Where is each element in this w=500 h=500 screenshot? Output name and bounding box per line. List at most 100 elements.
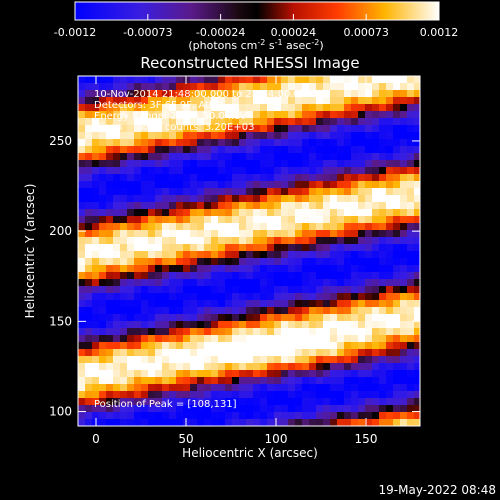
heatmap-cell (344, 195, 352, 203)
heatmap-cell (365, 160, 373, 168)
heatmap-cell (246, 321, 254, 329)
heatmap-cell (288, 209, 296, 217)
heatmap-cell (372, 139, 380, 147)
heatmap-cell (211, 363, 219, 371)
heatmap-cell (330, 146, 338, 154)
heatmap-cell (106, 412, 114, 420)
heatmap-cell (99, 195, 107, 203)
heatmap-cell (400, 370, 408, 378)
x-tick-label: 150 (355, 432, 378, 446)
heatmap-cell (358, 188, 366, 196)
heatmap-cell (246, 391, 254, 399)
heatmap-cell (155, 244, 163, 252)
heatmap-cell (232, 321, 240, 329)
heatmap-cell (365, 279, 373, 287)
heatmap-cell (197, 76, 205, 84)
heatmap-cell (169, 97, 177, 105)
heatmap-cell (239, 272, 247, 280)
heatmap-cell (176, 167, 184, 175)
heatmap-cell (99, 412, 107, 420)
heatmap-cell (316, 342, 324, 350)
heatmap-cell (393, 419, 401, 426)
heatmap-cell (393, 384, 401, 392)
heatmap-cell (85, 216, 93, 224)
annotation-detectors: Detectors: 3F 6F 9F, Att 0 (94, 100, 222, 111)
heatmap-cell (127, 153, 135, 161)
heatmap-cell (351, 405, 359, 413)
heatmap-cell (211, 237, 219, 245)
heatmap-cell (120, 363, 128, 371)
heatmap-cell (92, 384, 100, 392)
heatmap-cell (232, 76, 240, 84)
heatmap-cell (134, 419, 142, 426)
heatmap-cell (260, 139, 268, 147)
heatmap-cell (113, 279, 121, 287)
heatmap-cell (316, 97, 324, 105)
heatmap-cell (239, 251, 247, 259)
heatmap-cell (204, 97, 212, 105)
heatmap-cell (211, 412, 219, 420)
heatmap-cell (379, 125, 387, 133)
heatmap-cell (246, 132, 254, 140)
heatmap-cell (155, 188, 163, 196)
heatmap-cell (197, 398, 205, 406)
heatmap-cell (309, 412, 317, 420)
heatmap-cell (162, 83, 170, 91)
heatmap-cell (176, 251, 184, 259)
heatmap-cell (372, 181, 380, 189)
heatmap-cell (78, 90, 86, 98)
heatmap-cell (344, 328, 352, 336)
heatmap-cell (225, 195, 233, 203)
heatmap-cell (141, 230, 149, 238)
heatmap-cell (351, 104, 359, 112)
heatmap-cell (162, 118, 170, 126)
heatmap-cell (379, 377, 387, 385)
heatmap-cell (393, 356, 401, 364)
heatmap-cell (393, 223, 401, 231)
heatmap-cell (169, 167, 177, 175)
heatmap-cell (323, 342, 331, 350)
heatmap-cell (162, 286, 170, 294)
heatmap-cell (358, 125, 366, 133)
heatmap-cell (141, 307, 149, 315)
heatmap-cell (183, 265, 191, 273)
colorbar-tick-label: -0.0012 (54, 26, 96, 39)
heatmap-cell (414, 125, 420, 133)
heatmap-cell (127, 160, 135, 168)
heatmap-cell (407, 146, 415, 154)
heatmap-cell (99, 139, 107, 147)
heatmap-cell (337, 307, 345, 315)
heatmap-cell (246, 363, 254, 371)
heatmap-cell (232, 237, 240, 245)
heatmap-cell (176, 188, 184, 196)
heatmap-cell (204, 132, 212, 140)
heatmap-cell (78, 370, 86, 378)
heatmap-cell (85, 76, 93, 84)
heatmap-cell (386, 328, 394, 336)
heatmap-cell (407, 251, 415, 259)
heatmap-cell (281, 195, 289, 203)
heatmap-cell (351, 391, 359, 399)
heatmap-cell (323, 419, 331, 426)
heatmap-cell (386, 90, 394, 98)
heatmap-cell (288, 216, 296, 224)
heatmap-cell (393, 272, 401, 280)
heatmap-cell (337, 342, 345, 350)
heatmap-cell (316, 335, 324, 343)
heatmap-cell (274, 356, 282, 364)
heatmap-cell (176, 370, 184, 378)
heatmap-cell (274, 258, 282, 266)
heatmap-cell (386, 342, 394, 350)
heatmap-cell (295, 384, 303, 392)
heatmap-cell (316, 230, 324, 238)
heatmap-cell (204, 111, 212, 119)
heatmap-cell (204, 160, 212, 168)
heatmap-cell (267, 153, 275, 161)
heatmap-cell (113, 342, 121, 350)
heatmap-cell (267, 188, 275, 196)
heatmap-cell (274, 223, 282, 231)
heatmap-cell (155, 202, 163, 210)
heatmap-cell (281, 83, 289, 91)
heatmap-cell (197, 153, 205, 161)
heatmap-cell (218, 398, 226, 406)
